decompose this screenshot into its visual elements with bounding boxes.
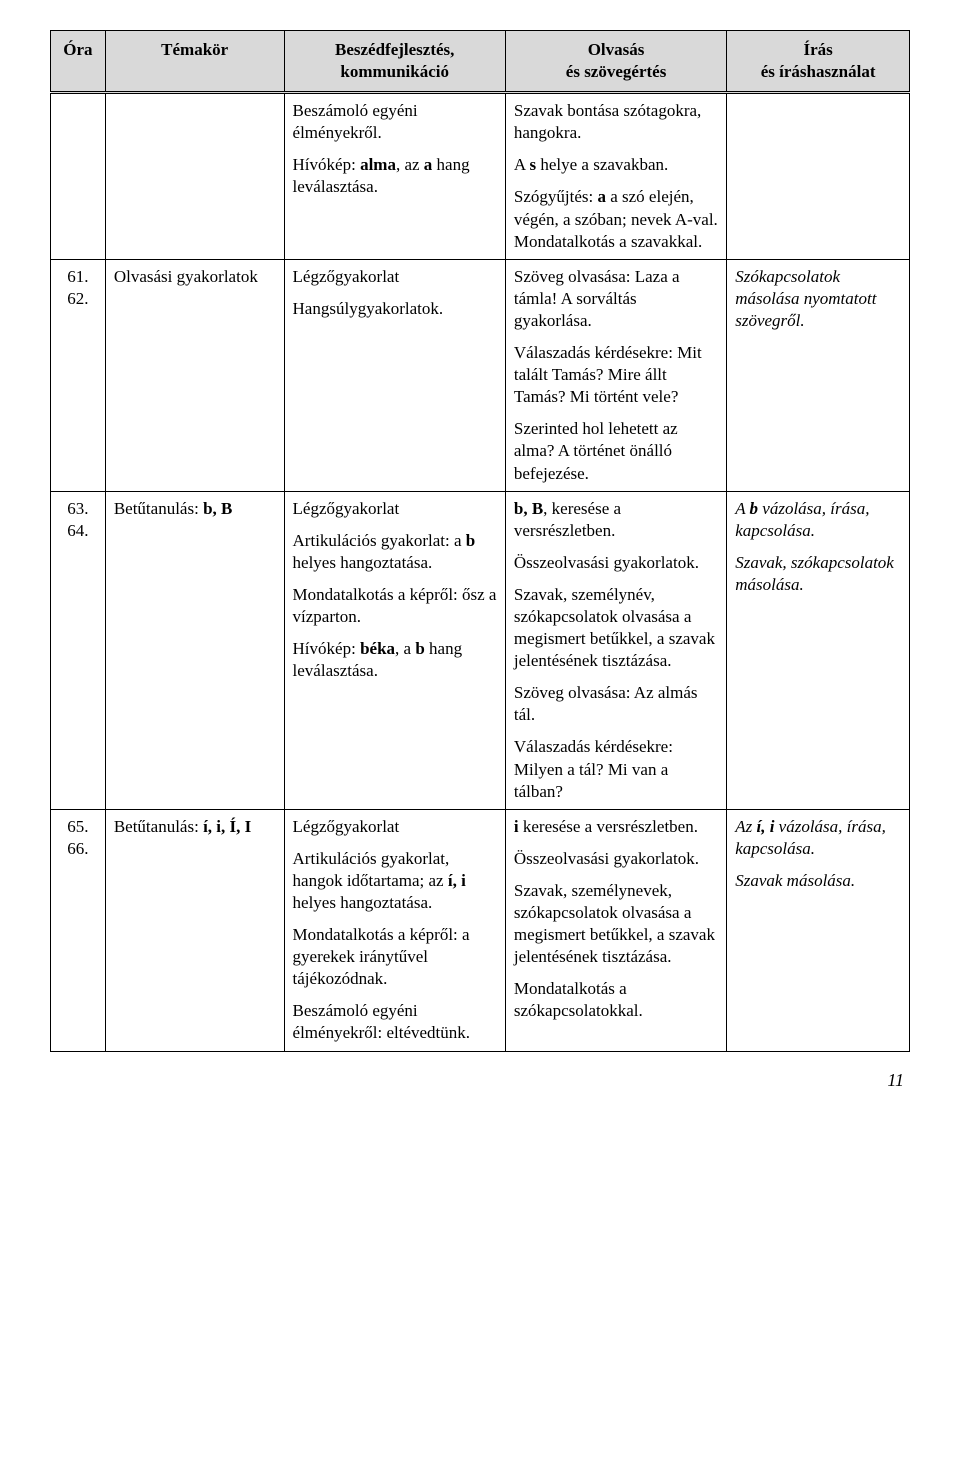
para: Beszámoló egyéni élményekről: eltévedtün… [293,1000,497,1044]
table-row: 63. 64. Betűtanulás: b, B Légzőgyakorlat… [51,491,910,809]
para: Légzőgyakorlat [293,498,497,520]
para: Artikulációs gyakorlat, hangok időtartam… [293,848,497,914]
para: Összeolvasási gyakorlatok. [514,848,718,870]
cell-beszed: Légzőgyakorlat Hangsúlygyakorlatok. [284,259,505,491]
col-header-temakor: Témakör [105,31,284,93]
cell-olvasas: i keresése a versrészletben. Összeolvasá… [505,809,726,1051]
para: i keresése a versrészletben. [514,816,718,838]
para: A b vázolása, írása, kapcsolása. [735,498,901,542]
cell-iras [727,93,910,260]
table-body: Beszámoló egyéni élményekről. Hívókép: a… [51,93,910,1051]
para: Szavak, személynév, szókapcsolatok olvas… [514,584,718,672]
para: Hívókép: alma, az a hang leválasztása. [293,154,497,198]
para: Szavak bontása szótagokra, hangokra. [514,100,718,144]
para: Mondatalkotás a képről: a gyerekek irány… [293,924,497,990]
page-number: 11 [50,1070,910,1091]
cell-olvasas: Szöveg olvasása: Laza a támla! A sorvált… [505,259,726,491]
para: Válaszadás kérdésekre: Milyen a tál? Mi … [514,736,718,802]
curriculum-table: Óra Témakör Beszédfejlesztés,kommunikáci… [50,30,910,1052]
para: Mondatalkotás a képről: ősz a vízparton. [293,584,497,628]
cell-ora: 63. 64. [51,491,106,809]
para: Szöveg olvasása: Az almás tál. [514,682,718,726]
col-header-beszed: Beszédfejlesztés,kommunikáció [284,31,505,93]
cell-tema: Betűtanulás: í, i, Í, I [105,809,284,1051]
col-header-ora: Óra [51,31,106,93]
cell-beszed: Légzőgyakorlat Artikulációs gyakorlat: a… [284,491,505,809]
para: Hívókép: béka, a b hang leválasztása. [293,638,497,682]
cell-tema: Betűtanulás: b, B [105,491,284,809]
table-row: Beszámoló egyéni élményekről. Hívókép: a… [51,93,910,260]
cell-tema [105,93,284,260]
para: Összeolvasási gyakorlatok. [514,552,718,574]
para: Válaszadás kérdésekre: Mit talált Tamás?… [514,342,718,408]
cell-ora: 65. 66. [51,809,106,1051]
cell-beszed: Beszámoló egyéni élményekről. Hívókép: a… [284,93,505,260]
cell-iras: Az í, i vázolása, írása, kapcsolása. Sza… [727,809,910,1051]
header-row: Óra Témakör Beszédfejlesztés,kommunikáci… [51,31,910,93]
cell-tema: Olvasási gyakorlatok [105,259,284,491]
para: Az í, i vázolása, írása, kapcsolása. [735,816,901,860]
table-row: 61. 62. Olvasási gyakorlatok Légzőgyakor… [51,259,910,491]
cell-beszed: Légzőgyakorlat Artikulációs gyakorlat, h… [284,809,505,1051]
col-header-olvasas: Olvasásés szövegértés [505,31,726,93]
cell-ora: 61. 62. [51,259,106,491]
para: Mondatalkotás a szókapcsolatokkal. [514,978,718,1022]
para: Szókapcsolatok másolása nyomtatott szöve… [735,266,901,332]
cell-ora [51,93,106,260]
para: Beszámoló egyéni élményekről. [293,100,497,144]
para: Légzőgyakorlat [293,816,497,838]
para: Légzőgyakorlat [293,266,497,288]
col-header-iras: Írásés íráshasználat [727,31,910,93]
para: Szavak, szókapcsolatok másolása. [735,552,901,596]
table-row: 65. 66. Betűtanulás: í, i, Í, I Légzőgya… [51,809,910,1051]
para: Szerinted hol lehetett az alma? A történ… [514,418,718,484]
para: Szógyűjtés: a a szó elején, végén, a szó… [514,186,718,252]
cell-olvasas: b, B, keresése a versrészletben. Összeol… [505,491,726,809]
cell-iras: Szókapcsolatok másolása nyomtatott szöve… [727,259,910,491]
para: A s helye a szavakban. [514,154,718,176]
para: Artikulációs gyakorlat: a b helyes hango… [293,530,497,574]
para: Szavak másolása. [735,870,901,892]
cell-olvasas: Szavak bontása szótagokra, hangokra. A s… [505,93,726,260]
para: Szavak, személynevek, szókapcsolatok olv… [514,880,718,968]
para: b, B, keresése a versrészletben. [514,498,718,542]
para: Hangsúlygyakorlatok. [293,298,497,320]
para: Szöveg olvasása: Laza a támla! A sorvált… [514,266,718,332]
page-container: Óra Témakör Beszédfejlesztés,kommunikáci… [0,0,960,1111]
cell-iras: A b vázolása, írása, kapcsolása. Szavak,… [727,491,910,809]
